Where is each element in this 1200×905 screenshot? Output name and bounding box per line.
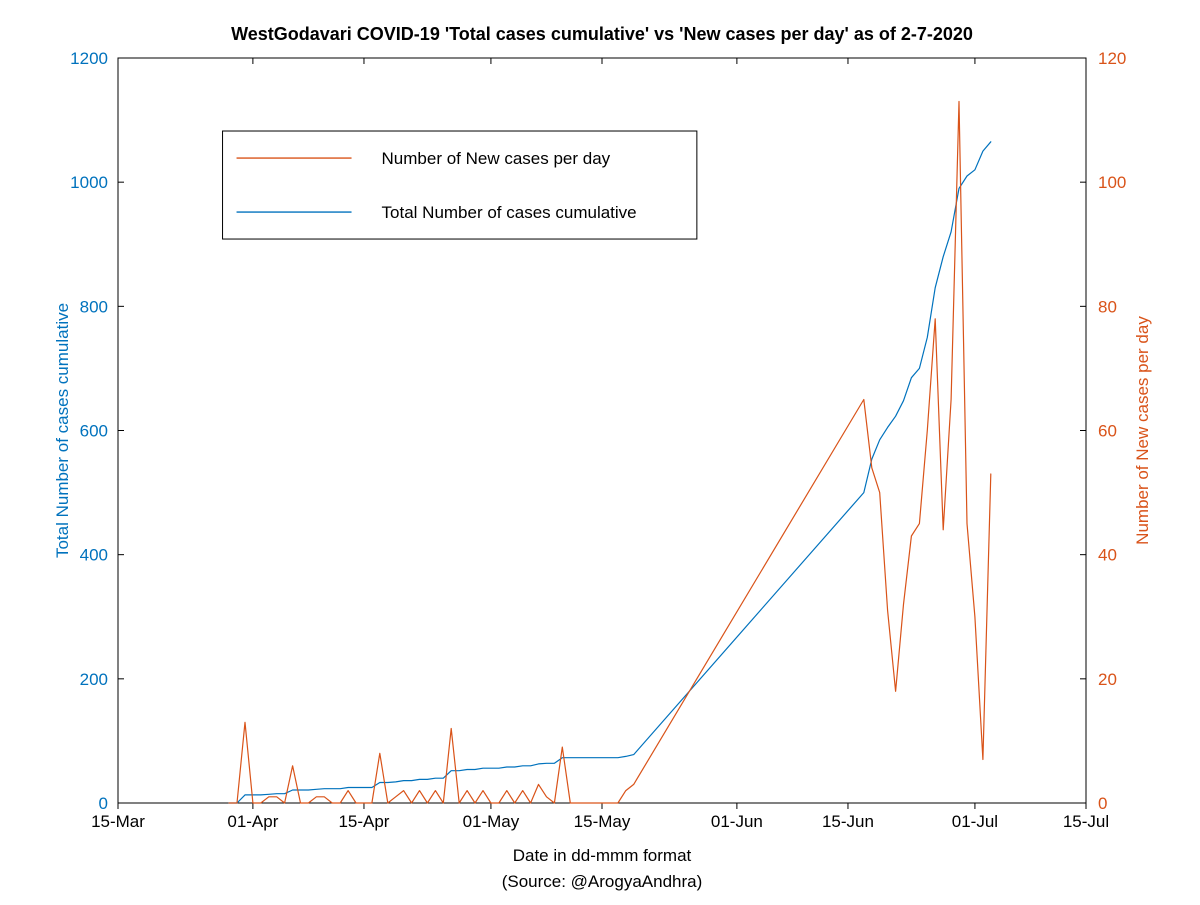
x-tick-label: 15-Jul: [1063, 812, 1109, 831]
y-right-tick-label: 120: [1098, 49, 1126, 68]
y-right-tick-label: 60: [1098, 422, 1117, 441]
y-left-axis-label: Total Number of cases cumulative: [53, 303, 72, 558]
x-tick-label: 15-Mar: [91, 812, 145, 831]
x-tick-label: 15-Apr: [338, 812, 389, 831]
y-right-tick-label: 20: [1098, 670, 1117, 689]
y-right-tick-label: 40: [1098, 546, 1117, 565]
y-left-tick-label: 0: [99, 794, 108, 813]
y-right-tick-label: 100: [1098, 173, 1126, 192]
x-tick-label: 15-Jun: [822, 812, 874, 831]
y-left-tick-label: 200: [80, 670, 108, 689]
y-left-tick-label: 1000: [70, 173, 108, 192]
chart-title: WestGodavari COVID-19 'Total cases cumul…: [231, 24, 973, 44]
chart-container: 15-Mar 01-Apr 15-Apr 01-May 15-May 01-Jun 15-J…: [0, 0, 1200, 900]
y-left-tick-label: 1200: [70, 49, 108, 68]
y-left-tick-label: 400: [80, 546, 108, 565]
y-left-tick-label: 600: [80, 422, 108, 441]
y-right-axis-label: Number of New cases per day: [1133, 316, 1152, 545]
x-tick-label: 01-Apr: [227, 812, 278, 831]
x-tick-label: 01-Jun: [711, 812, 763, 831]
y-right-tick-label: 0: [1098, 794, 1107, 813]
x-axis-sublabel: (Source: @ArogyaAndhra): [502, 872, 703, 891]
y-left-tick-label: 800: [80, 297, 108, 316]
x-axis-label: Date in dd-mmm format: [513, 846, 692, 865]
y-right-tick-label: 80: [1098, 297, 1117, 316]
x-tick-label: 15-May: [574, 812, 631, 831]
x-tick-label: 01-Jul: [952, 812, 998, 831]
legend-label: Total Number of cases cumulative: [382, 203, 637, 222]
legend-box: [223, 131, 697, 239]
chart-svg: 15-Mar 01-Apr 15-Apr 01-May 15-May 01-Jun 15-J…: [0, 0, 1200, 900]
x-tick-label: 01-May: [463, 812, 520, 831]
legend-label: Number of New cases per day: [382, 149, 611, 168]
